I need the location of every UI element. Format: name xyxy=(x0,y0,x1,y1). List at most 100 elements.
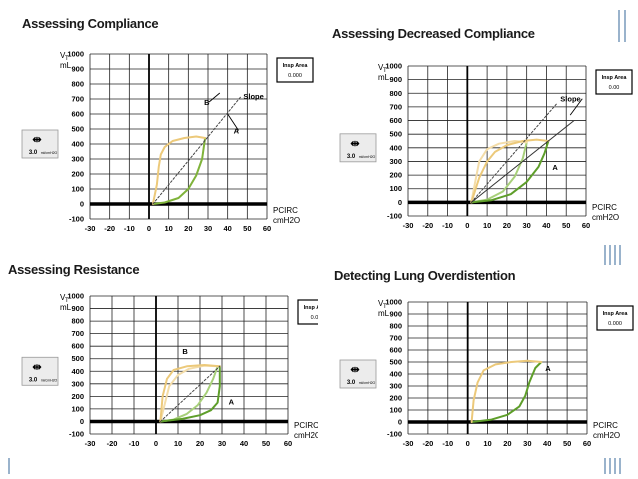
scale-unit: ml/cmH2O xyxy=(359,381,376,385)
y-tick-label: -100 xyxy=(69,215,84,224)
y-tick-label: 900 xyxy=(71,65,84,74)
accent-bar-mid-4 xyxy=(619,245,621,265)
x-tick-label: 60 xyxy=(583,439,591,448)
x-tick-label: -10 xyxy=(129,439,140,448)
accent-bar-bottom-right-1 xyxy=(604,458,606,474)
x-tick-label: 40 xyxy=(542,221,550,230)
y-tick-label: 600 xyxy=(389,116,402,125)
series-inspiration xyxy=(470,361,543,423)
y-tick-label: 1000 xyxy=(385,62,402,71)
annotation-slope: Slope xyxy=(243,92,263,101)
y-tick-label: 700 xyxy=(389,102,402,111)
y-tick-label: 200 xyxy=(389,394,402,403)
y-tick-label: 300 xyxy=(389,382,402,391)
x-tick-label: -30 xyxy=(85,224,96,233)
y-tick-label: 600 xyxy=(389,346,402,355)
x-axis-unit: cmH2O xyxy=(294,431,318,440)
x-tick-label: 60 xyxy=(284,439,292,448)
y-tick-label: 100 xyxy=(71,404,84,413)
annotation-b: B xyxy=(204,98,210,107)
x-tick-label: 10 xyxy=(483,439,491,448)
x-tick-label: 0 xyxy=(147,224,151,233)
accent-bar-bottom-left xyxy=(8,458,10,474)
x-tick-label: -30 xyxy=(403,221,414,230)
x-tick-label: 50 xyxy=(563,439,571,448)
insp-area-value: 0.000 xyxy=(288,73,302,79)
insp-area-value: 0.000 xyxy=(608,321,622,327)
annotation-b: B xyxy=(182,347,188,356)
annotation-a: A xyxy=(552,163,558,172)
x-tick-label: 40 xyxy=(240,439,248,448)
scale-unit: ml/cmH2O xyxy=(41,151,58,155)
scale-value: 3.0 xyxy=(347,154,356,160)
x-tick-label: 20 xyxy=(196,439,204,448)
y-tick-label: 800 xyxy=(71,317,84,326)
series-slope xyxy=(152,95,242,205)
y-axis-label-subscript: T xyxy=(65,56,69,62)
y-tick-label: 0 xyxy=(398,198,402,207)
series-slope-old xyxy=(470,103,557,203)
y-tick-label: 200 xyxy=(71,392,84,401)
y-tick-label: 300 xyxy=(71,155,84,164)
scale-arrows-icon: ⇹ xyxy=(350,364,359,376)
accent-bar-mid-3 xyxy=(614,245,616,265)
x-tick-label: 10 xyxy=(164,224,172,233)
y-tick-label: 400 xyxy=(389,370,402,379)
chart-decreased-compliance: -30 -20 -10 0 10 20 30 40 50 60-10001002003004005… xyxy=(339,62,633,230)
y-axis-label-subscript: T xyxy=(383,68,387,74)
y-tick-label: 500 xyxy=(71,125,84,134)
y-axis-unit: mL xyxy=(60,61,72,70)
y-tick-label: 600 xyxy=(71,110,84,119)
x-tick-label: 0 xyxy=(466,439,470,448)
x-tick-label: 0 xyxy=(465,221,469,230)
y-tick-label: 1000 xyxy=(67,292,84,301)
series-expiration xyxy=(159,364,221,423)
chart-title-decreased-compliance: Assessing Decreased Compliance xyxy=(332,26,535,41)
x-tick-label: 40 xyxy=(543,439,551,448)
accent-bar-bottom-right-2 xyxy=(609,458,611,474)
x-axis-unit: cmH2O xyxy=(592,213,619,222)
x-tick-label: 50 xyxy=(562,221,570,230)
x-axis-label: PCIRC xyxy=(592,203,617,212)
x-tick-label: -20 xyxy=(422,439,433,448)
y-tick-label: 200 xyxy=(71,170,84,179)
y-axis-label: V xyxy=(60,293,66,302)
x-tick-label: -20 xyxy=(107,439,118,448)
chart-title-resistance: Assessing Resistance xyxy=(8,262,140,277)
scale-widget xyxy=(21,129,59,159)
y-axis-unit: mL xyxy=(378,73,390,82)
annotation-arrow xyxy=(569,98,583,116)
x-axis-unit: cmH2O xyxy=(593,431,620,440)
series-expiration xyxy=(470,359,543,423)
y-tick-label: 0 xyxy=(80,200,84,209)
insp-area-label: Insp Area xyxy=(602,75,628,81)
series-slope-new xyxy=(470,120,575,203)
y-tick-label: 1000 xyxy=(67,50,84,59)
y-tick-label: 300 xyxy=(389,157,402,166)
x-tick-label: -20 xyxy=(104,224,115,233)
scale-widget xyxy=(339,359,377,389)
series-inspiration xyxy=(151,137,207,205)
y-tick-label: 900 xyxy=(389,75,402,84)
x-tick-label: 20 xyxy=(503,221,511,230)
y-tick-label: 400 xyxy=(389,143,402,152)
series-expiration xyxy=(151,135,207,205)
y-axis-label: V xyxy=(378,63,384,72)
insp-area-label: Insp Area xyxy=(283,63,309,69)
series-expiration xyxy=(470,138,550,204)
insp-area-box xyxy=(596,305,634,331)
accent-bar-bottom-right-3 xyxy=(614,458,616,474)
x-tick-label: -30 xyxy=(403,439,414,448)
x-tick-label: 30 xyxy=(204,224,212,233)
x-tick-label: 0 xyxy=(154,439,158,448)
insp-area-box xyxy=(595,69,633,95)
accent-bar-top-right-2 xyxy=(624,10,626,42)
x-tick-label: 30 xyxy=(522,221,530,230)
annotation-a: A xyxy=(545,364,551,373)
y-tick-label: 200 xyxy=(389,171,402,180)
insp-area-box xyxy=(297,299,318,325)
x-tick-label: 20 xyxy=(503,439,511,448)
y-tick-label: 800 xyxy=(389,322,402,331)
x-tick-label: 60 xyxy=(582,221,590,230)
x-tick-label: 50 xyxy=(243,224,251,233)
